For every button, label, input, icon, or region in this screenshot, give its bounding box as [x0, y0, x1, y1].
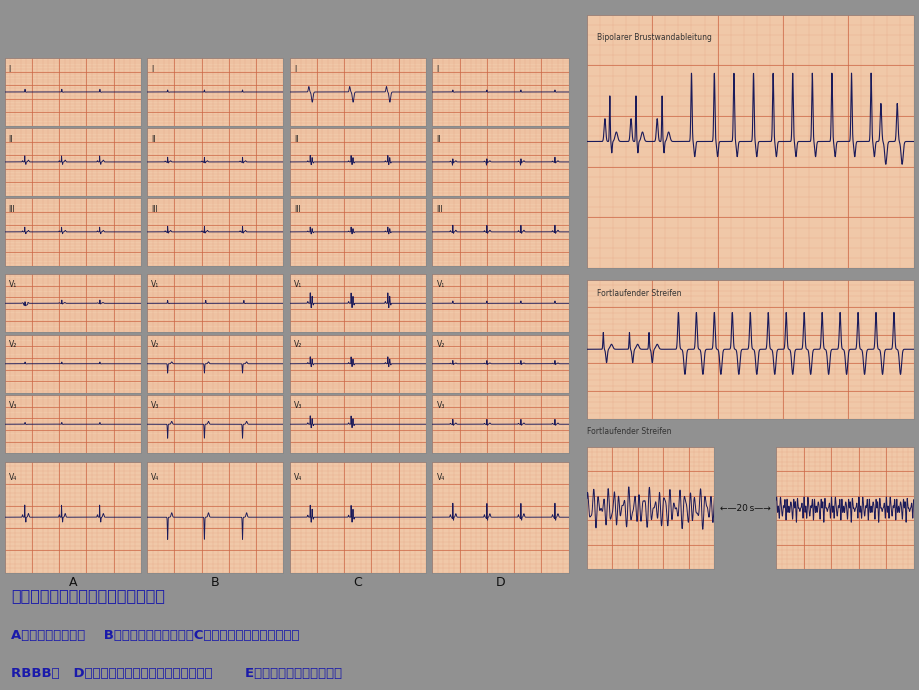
Text: V₄: V₄ — [436, 473, 444, 482]
Text: V₄: V₄ — [293, 473, 301, 482]
Text: III: III — [8, 205, 16, 214]
Text: III: III — [151, 205, 158, 214]
Text: II: II — [151, 135, 155, 144]
Text: B: B — [210, 576, 220, 589]
Text: I: I — [293, 65, 296, 74]
Text: V₄: V₄ — [151, 473, 159, 482]
Text: II: II — [293, 135, 298, 144]
Text: D: D — [495, 576, 505, 589]
Text: Bipolarer Brustwandableitung: Bipolarer Brustwandableitung — [596, 32, 711, 41]
Text: 前壁心梗后室性心动过速和心室颤动: 前壁心梗后室性心动过速和心室颤动 — [11, 588, 165, 603]
Text: Fortlaufender Streifen: Fortlaufender Streifen — [586, 427, 671, 436]
Text: III: III — [436, 205, 443, 214]
Text: III: III — [293, 205, 301, 214]
Text: V₂: V₂ — [293, 340, 302, 349]
Text: II: II — [8, 135, 13, 144]
Text: Fortlaufender Streifen: Fortlaufender Streifen — [596, 289, 680, 298]
Text: A：心梗前心电图；    B：心梗后两天心电图；C：心梗后第二天心电图显示: A：心梗前心电图； B：心梗后两天心电图；C：心梗后第二天心电图显示 — [11, 629, 300, 642]
Text: V₃: V₃ — [436, 401, 445, 410]
Text: V₂: V₂ — [151, 340, 160, 349]
Text: V₃: V₃ — [8, 401, 17, 410]
Text: V₂: V₂ — [8, 340, 17, 349]
Text: V₁: V₁ — [293, 280, 301, 289]
Text: I: I — [436, 65, 438, 74]
Text: A: A — [68, 576, 77, 589]
Text: C: C — [353, 576, 362, 589]
Text: V₄: V₄ — [8, 473, 17, 482]
Text: V₃: V₃ — [151, 401, 160, 410]
Text: RBBB；   D：心梗后十天心电图出现电轴左偏；       E：继后出现室性心律失常: RBBB； D：心梗后十天心电图出现电轴左偏； E：继后出现室性心律失常 — [11, 667, 342, 680]
Text: V₁: V₁ — [8, 280, 17, 289]
Text: I: I — [8, 65, 11, 74]
Text: V₁: V₁ — [151, 280, 159, 289]
Text: V₂: V₂ — [436, 340, 445, 349]
Text: ←—20 s—→: ←—20 s—→ — [720, 504, 770, 513]
Text: I: I — [151, 65, 153, 74]
Text: V₃: V₃ — [293, 401, 302, 410]
Text: V₁: V₁ — [436, 280, 444, 289]
Text: II: II — [436, 135, 440, 144]
